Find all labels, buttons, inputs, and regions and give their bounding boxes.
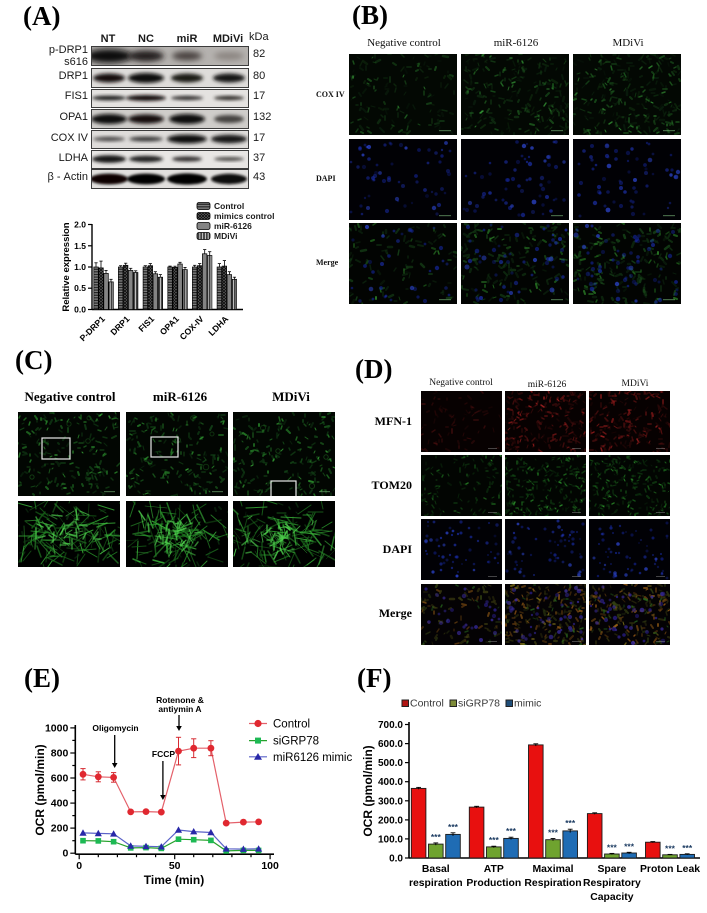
svg-text:***: *** [448, 822, 459, 832]
svg-text:***: *** [624, 841, 635, 851]
svg-text:FCCP: FCCP [152, 749, 175, 759]
svg-text:P-DRP1: P-DRP1 [78, 314, 108, 344]
svg-text:100: 100 [261, 860, 279, 872]
svg-text:***: *** [489, 835, 500, 845]
svg-text:miR6126 mimic: miR6126 mimic [273, 752, 352, 764]
svg-text:Control: Control [410, 698, 444, 710]
svg-text:600.0: 600.0 [378, 739, 403, 750]
svg-text:700.0: 700.0 [378, 720, 403, 731]
svg-text:Basal: Basal [422, 864, 450, 875]
svg-text:***: *** [506, 826, 517, 836]
svg-text:***: *** [431, 832, 442, 842]
svg-text:0.0: 0.0 [389, 854, 403, 865]
svg-text:DRP1: DRP1 [108, 314, 131, 337]
svg-text:300.0: 300.0 [378, 796, 403, 807]
svg-text:mimics control: mimics control [214, 211, 274, 221]
svg-text:siGRP78: siGRP78 [458, 698, 500, 710]
svg-text:miR-6126: miR-6126 [214, 221, 252, 231]
svg-text:LDHA: LDHA [206, 314, 230, 338]
svg-text:***: *** [565, 818, 576, 828]
svg-text:Oligomycin: Oligomycin [92, 723, 138, 733]
svg-text:1000: 1000 [45, 722, 69, 734]
svg-text:1.5: 1.5 [74, 241, 86, 251]
svg-text:ATP: ATP [484, 864, 504, 875]
svg-text:siGRP78: siGRP78 [273, 736, 319, 748]
svg-text:600: 600 [51, 773, 69, 785]
svg-text:mimic: mimic [514, 698, 541, 710]
svg-text:***: *** [682, 843, 693, 853]
svg-text:Capacity: Capacity [590, 892, 634, 903]
svg-text:50: 50 [169, 860, 181, 872]
svg-text:Respiratory: Respiratory [583, 878, 641, 889]
svg-text:Control: Control [214, 201, 244, 211]
svg-text:MDiVi: MDiVi [214, 231, 237, 241]
svg-text:1.0: 1.0 [74, 262, 86, 272]
svg-text:Respiration: Respiration [524, 878, 581, 889]
svg-text:2.0: 2.0 [74, 220, 86, 230]
svg-text:Production: Production [466, 878, 521, 889]
svg-text:500.0: 500.0 [378, 758, 403, 769]
svg-text:respiration: respiration [409, 878, 463, 889]
svg-text:Control: Control [273, 719, 310, 731]
svg-text:400: 400 [51, 798, 69, 810]
svg-text:***: *** [665, 843, 676, 853]
svg-text:200.0: 200.0 [378, 815, 403, 826]
svg-text:OCR (pmol/min): OCR (pmol/min) [361, 745, 375, 836]
svg-text:100.0: 100.0 [378, 834, 403, 845]
svg-text:200: 200 [51, 823, 69, 835]
svg-text:antiymin A: antiymin A [158, 704, 201, 714]
svg-text:400.0: 400.0 [378, 777, 403, 788]
svg-text:FIS1: FIS1 [136, 314, 156, 334]
svg-text:***: *** [548, 828, 559, 838]
svg-text:0.0: 0.0 [74, 305, 86, 315]
svg-text:800: 800 [51, 748, 69, 760]
svg-text:Spare: Spare [597, 864, 626, 875]
svg-text:Relative expression: Relative expression [61, 222, 72, 311]
svg-text:OCR (pmol/min): OCR (pmol/min) [33, 744, 47, 835]
svg-text:Maximal: Maximal [532, 864, 573, 875]
svg-text:Proton Leak: Proton Leak [640, 864, 700, 875]
svg-text:***: *** [607, 842, 618, 852]
svg-text:COX-IV: COX-IV [178, 314, 206, 342]
svg-text:Time (min): Time (min) [144, 873, 204, 887]
svg-text:0: 0 [62, 848, 68, 860]
svg-text:0.5: 0.5 [74, 283, 86, 293]
svg-text:Rotenone &: Rotenone & [156, 695, 204, 705]
svg-text:0: 0 [76, 860, 82, 872]
